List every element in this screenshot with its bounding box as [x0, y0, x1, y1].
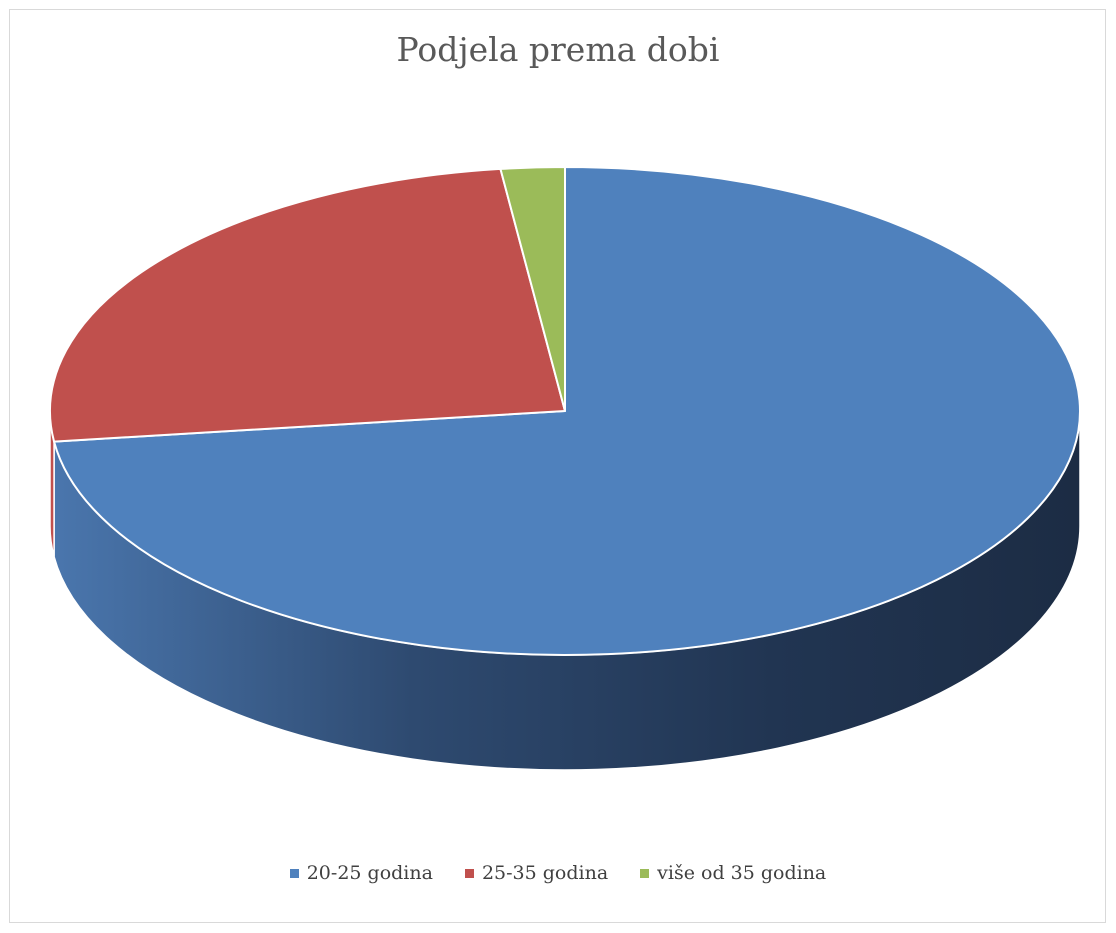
- legend: 20-25 godina 25-35 godina više od 35 god…: [0, 862, 1116, 884]
- legend-label: 25-35 godina: [481, 862, 609, 884]
- pie-slice-2: [499, 166, 566, 412]
- legend-label: 20-25 godina: [306, 862, 433, 884]
- pie-slice-0: [53, 166, 1081, 656]
- legend-item-20-25: 20-25 godina: [289, 862, 433, 884]
- chart-title: Podjela prema dobi: [396, 30, 720, 69]
- pie-slice-1: [49, 167, 566, 443]
- legend-swatch-blue: [289, 868, 299, 878]
- legend-swatch-green: [640, 868, 650, 878]
- legend-item-over-35: više od 35 godina: [640, 862, 826, 884]
- legend-swatch-red: [464, 868, 474, 878]
- legend-label: više od 35 godina: [657, 862, 827, 884]
- legend-item-25-35: 25-35 godina: [464, 862, 609, 884]
